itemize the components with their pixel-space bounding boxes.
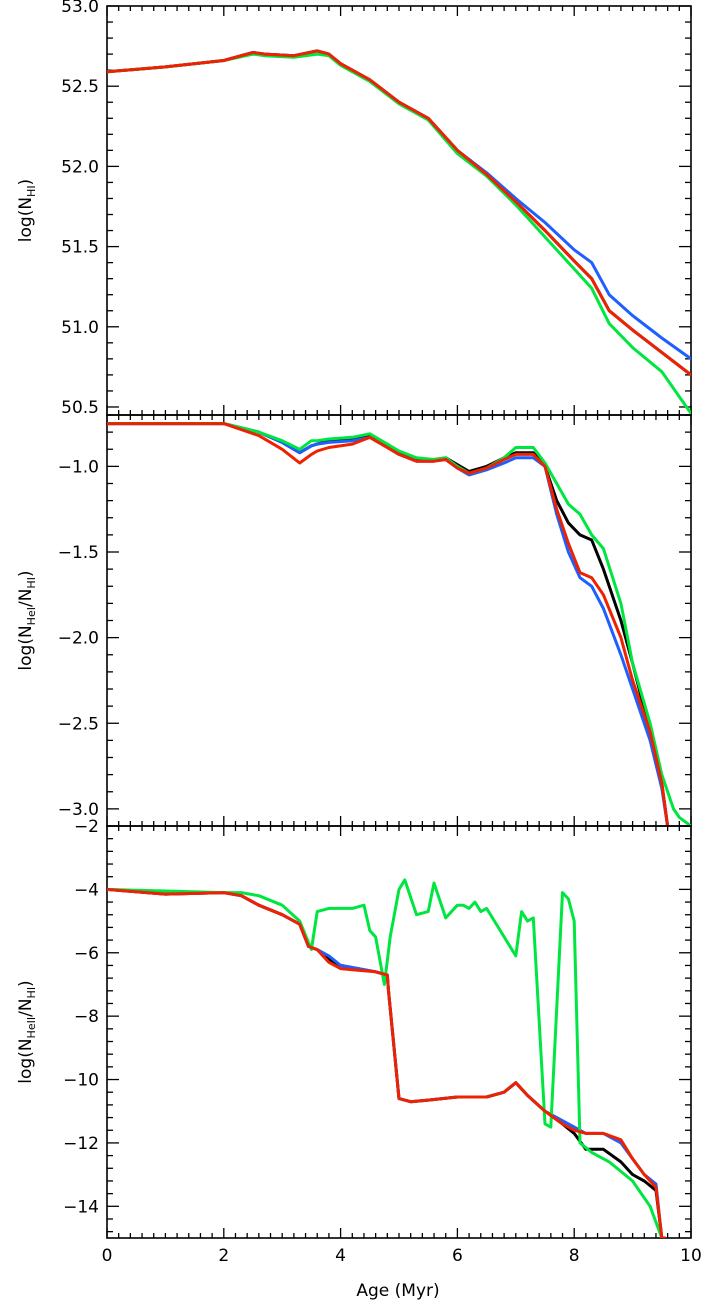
y-tick-label: 50.5 [61,398,99,418]
panel-nhei-ratio: −1.0 −1.5 −2.0 −2.5 −3.0 log(NHeI/NHI) [16,414,692,827]
y-tick-label: −14 [63,1197,99,1217]
y-tick-label: −12 [63,1134,99,1154]
x-tick-label: 4 [335,1246,346,1266]
x-axis-title: Age (Myr) [356,1281,439,1301]
y-tick-label: −3.0 [58,800,99,820]
series-line-3 [107,422,670,826]
panel-nheii-ratio: −2 −4 −6 −8 −10 −12 −14 0 2 4 6 8 10 log(NHeII/NHI) [16,817,702,1266]
y-tick-label: 52.0 [61,157,99,177]
x-tick-label: 8 [569,1246,580,1266]
y-tick-label: −4 [74,880,99,900]
series-line-1 [107,887,667,1238]
x-tick-label: 10 [680,1246,702,1266]
y-tick-label: −1.0 [58,457,99,477]
x-tick-label: 0 [102,1246,113,1266]
y-tick-label: −6 [74,944,99,964]
panel-nhi: 53.0 52.5 52.0 51.5 51.0 50.5 log(NHI) [16,0,692,418]
y-axis-title: log(NHI) [16,179,38,242]
series-line-0 [107,887,667,1238]
series-line-0 [107,49,691,377]
series-line-1 [107,422,670,826]
y-tick-label: −8 [74,1007,99,1027]
y-tick-label: 51.0 [61,318,99,338]
y-tick-label: 53.0 [61,0,99,17]
plot-frame [106,5,692,416]
y-tick-label: −2 [74,817,99,837]
y-axis-title: log(NHeI/NHI) [16,570,38,670]
y-tick-label: −1.5 [58,543,99,563]
series-line-3 [107,887,667,1238]
x-tick-label: 6 [452,1246,463,1266]
x-tick-label: 2 [218,1246,229,1266]
y-tick-label: −10 [63,1071,99,1091]
y-tick-label: 52.5 [61,77,99,97]
series-line-2 [107,878,664,1238]
y-tick-label: −2.0 [58,629,99,649]
y-tick-label: 51.5 [61,238,99,258]
plot-frame [106,414,692,827]
series-line-2 [107,52,691,415]
series-line-3 [107,49,691,377]
y-tick-label: −2.5 [58,714,99,734]
series-line-0 [107,422,670,826]
y-axis-title: log(NHeII/NHI) [16,980,38,1083]
series-line-2 [107,422,691,826]
